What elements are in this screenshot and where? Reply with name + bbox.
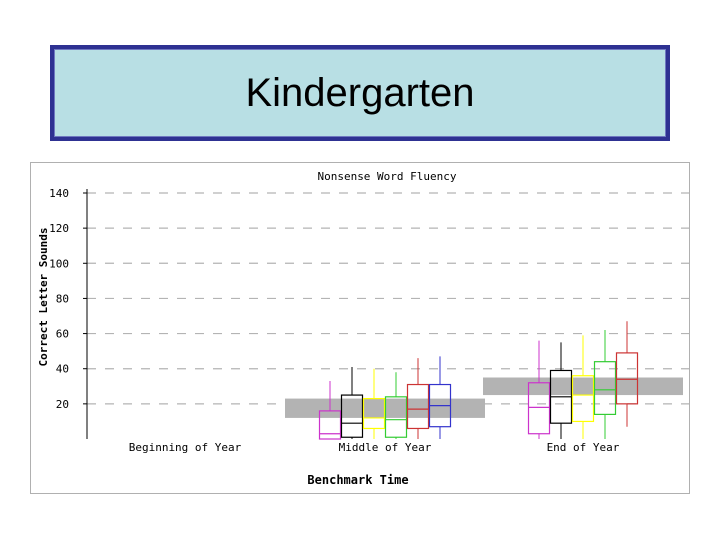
box-iqr [318, 410, 342, 440]
box-3-2 [549, 342, 573, 439]
box-iqr [340, 394, 364, 438]
box-3-5 [615, 321, 639, 427]
box-iqr [362, 397, 386, 430]
x-tick-label-1: Beginning of Year [129, 441, 242, 454]
box-2-1 [318, 381, 342, 440]
box-iqr [615, 352, 639, 405]
y-tick-label-120: 120 [49, 222, 69, 235]
box-2-4 [384, 372, 408, 439]
box-3-4 [593, 330, 617, 439]
box-iqr [406, 383, 430, 430]
y-tick-label-20: 20 [56, 398, 69, 411]
y-tick-label-40: 40 [56, 363, 69, 376]
chart-title: Nonsense Word Fluency [317, 170, 456, 183]
x-tick-label-2: Middle of Year [339, 441, 432, 454]
y-tick-label-80: 80 [56, 292, 69, 305]
y-axis-label: Correct Letter Sounds [37, 227, 50, 366]
box-2-6 [428, 356, 452, 439]
y-tick-label-60: 60 [56, 328, 69, 341]
box-2-3 [362, 368, 386, 439]
box-2-2 [340, 366, 364, 439]
benchmark-band-2 [483, 377, 683, 396]
slide-title: Kindergarten [245, 71, 475, 115]
x-tick-label-3: End of Year [547, 441, 620, 454]
box-iqr [593, 361, 617, 416]
chart-frame: Nonsense Word Fluency Correct Letter Sou… [30, 162, 690, 494]
box-iqr [384, 396, 408, 438]
box-3-1 [527, 340, 551, 439]
box-3-3 [571, 335, 595, 439]
slide-title-box: Kindergarten [50, 45, 670, 141]
x-axis-label: Benchmark Time [307, 473, 408, 487]
y-tick-label-100: 100 [49, 257, 69, 270]
box-iqr [571, 375, 595, 423]
box-plot-chart: Nonsense Word Fluency Correct Letter Sou… [37, 170, 689, 487]
y-tick-label-140: 140 [49, 187, 69, 200]
box-2-5 [406, 358, 430, 439]
box-iqr [527, 382, 551, 435]
